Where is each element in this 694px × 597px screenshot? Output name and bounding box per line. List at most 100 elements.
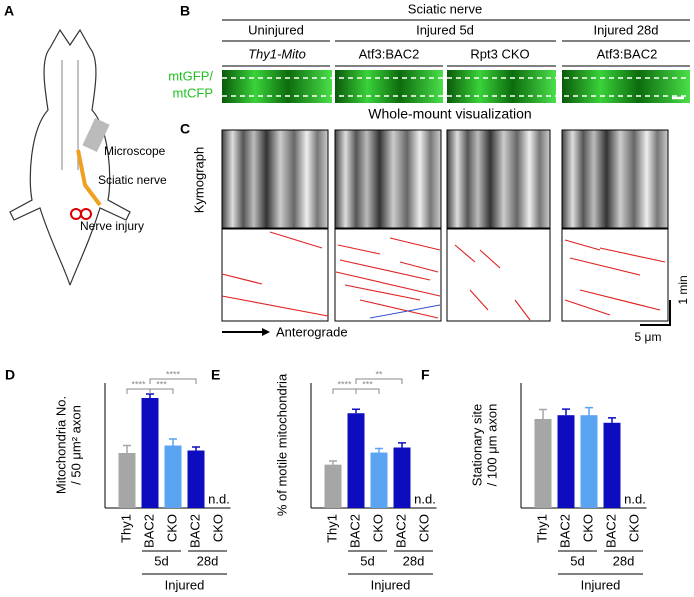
y-axis-label: / 50 μm² axon — [68, 405, 83, 485]
bar — [557, 415, 575, 508]
x-tick-label: CKO — [210, 514, 225, 542]
bracket — [332, 388, 357, 394]
x-tick-label: BAC2 — [187, 514, 202, 548]
x-tick-label: BAC2 — [347, 514, 362, 548]
row-label: Kymograph — [191, 147, 206, 213]
kymographs — [221, 129, 669, 322]
annotation: n.d. — [208, 491, 230, 506]
shape — [454, 244, 476, 263]
shape — [561, 129, 669, 229]
scale-bar — [640, 300, 671, 326]
genotype: Atf3:BAC2 — [597, 46, 658, 61]
error-bar — [169, 438, 177, 446]
micrographs — [222, 70, 690, 103]
shape — [579, 289, 661, 311]
error-bar — [585, 406, 593, 416]
x-tick-label: CKO — [626, 514, 641, 542]
bracket — [355, 378, 403, 384]
bar — [324, 464, 342, 508]
label: Nerve injury — [80, 219, 144, 233]
condition: Injured 28d — [593, 22, 658, 37]
y-axis-label: Stationary site — [469, 404, 484, 486]
scale-label: 1 min — [676, 275, 690, 304]
group-title: Injured — [581, 577, 621, 592]
genotype: Thy1-Mito — [248, 46, 306, 61]
shape — [446, 228, 551, 322]
shape — [221, 228, 329, 322]
group-title: Injured — [371, 577, 411, 592]
bar — [534, 418, 552, 508]
shape — [337, 244, 381, 255]
scissors — [70, 208, 82, 220]
trace-retro — [369, 304, 441, 319]
shape — [222, 70, 332, 103]
microscope — [82, 118, 110, 152]
shape — [469, 289, 489, 311]
condition: Injured 5d — [416, 22, 474, 37]
error-bar — [562, 408, 570, 416]
shape — [569, 257, 641, 276]
error-bar — [123, 444, 131, 453]
x-tick-label: CKO — [370, 514, 385, 542]
significance: *** — [156, 379, 167, 389]
shape — [446, 129, 551, 229]
genotype: Rpt3 CKO — [470, 46, 529, 61]
scale-label: 5 μm — [635, 330, 662, 344]
caption: Whole-mount visualization — [368, 106, 531, 122]
x-tick-label: CKO — [416, 514, 431, 542]
group-label: 28d — [403, 553, 425, 568]
y-axis-label: / 100 μm axon — [484, 404, 499, 487]
shape — [222, 77, 690, 97]
shape — [599, 247, 666, 263]
shape — [564, 239, 601, 251]
shape — [221, 129, 329, 229]
bar — [580, 415, 598, 508]
x-tick-label: BAC2 — [393, 514, 408, 548]
error-bar — [329, 460, 337, 465]
shape — [389, 237, 441, 251]
shape — [479, 249, 501, 269]
shape — [9, 28, 131, 286]
error-bar — [192, 446, 200, 451]
row-label: mtCFP — [173, 85, 213, 100]
group-label: 28d — [613, 553, 635, 568]
annotation: n.d. — [414, 491, 436, 506]
condition: Uninjured — [248, 22, 304, 37]
significance: **** — [337, 379, 352, 389]
panel-letter: E — [211, 367, 220, 383]
error-bar — [375, 447, 383, 453]
traces — [221, 231, 666, 321]
shape — [61, 60, 79, 170]
significance: ** — [375, 369, 383, 379]
bar — [603, 422, 621, 508]
shape — [514, 299, 531, 321]
panel-letter: D — [5, 367, 15, 383]
error-bar — [608, 417, 616, 423]
y-axis-label: % of motile mitochondria — [274, 373, 289, 516]
y-axis-label: Mitochondria No. — [53, 396, 68, 494]
bar — [141, 398, 159, 508]
shape — [269, 231, 323, 249]
x-tick-label: Thy1 — [324, 514, 339, 543]
panel-letter: F — [421, 367, 430, 383]
sciatic-nerve — [76, 149, 102, 207]
x-tick-label: CKO — [580, 514, 595, 542]
error-bar — [539, 408, 547, 419]
significance: *** — [362, 379, 373, 389]
significance: **** — [131, 379, 146, 389]
shape — [334, 228, 442, 322]
shape — [344, 284, 421, 301]
group-label: 5d — [570, 553, 584, 568]
x-tick-label: BAC2 — [603, 514, 618, 548]
shape — [359, 299, 439, 319]
shape — [339, 259, 431, 281]
header: Sciatic nerve — [408, 1, 482, 16]
bar — [370, 452, 388, 508]
shape — [561, 228, 669, 322]
rules — [222, 40, 690, 67]
x-tick-label: BAC2 — [141, 514, 156, 548]
error-bar — [352, 408, 360, 414]
error-bar — [398, 442, 406, 448]
x-tick-label: Thy1 — [118, 514, 133, 543]
